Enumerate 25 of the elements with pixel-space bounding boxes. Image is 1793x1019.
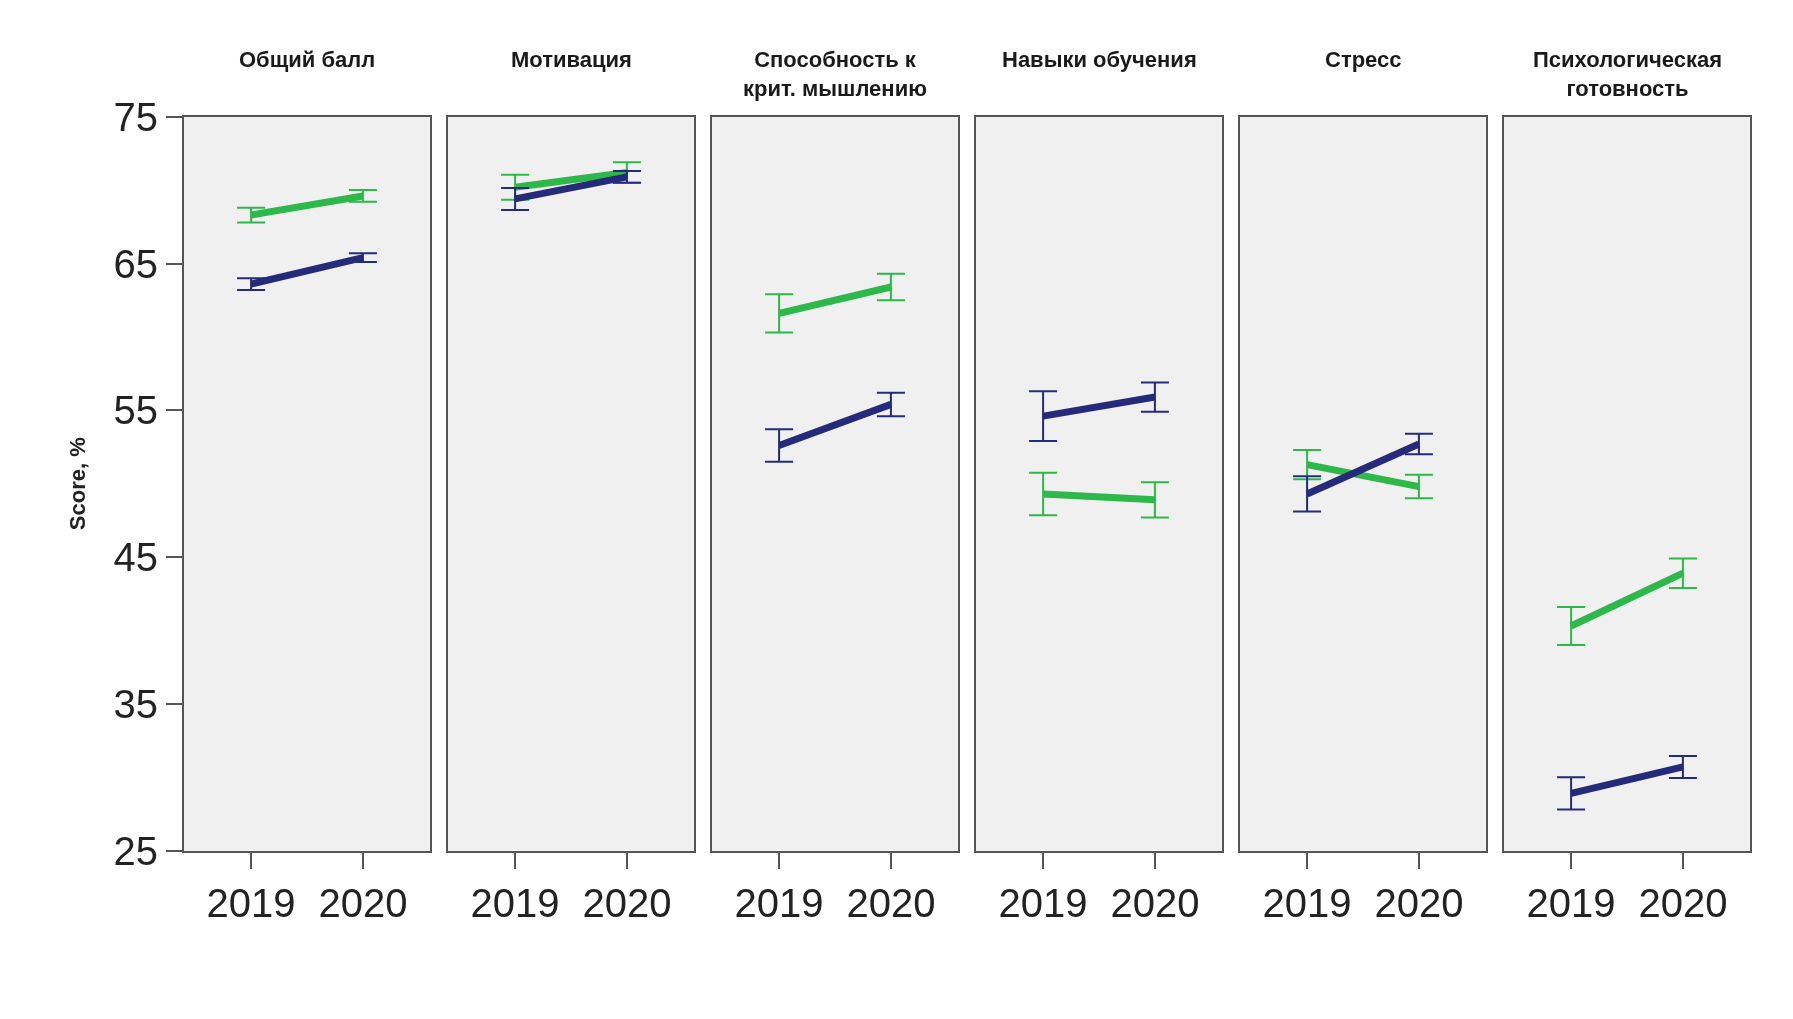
chart-title: Психологическая готовность: [1533, 47, 1722, 101]
x-tick-label: 2020: [582, 880, 672, 925]
chart-title: Стресс: [1325, 47, 1402, 72]
chart-title: Способность к крит. мышлению: [743, 47, 927, 101]
y-tick-label: 75: [113, 94, 158, 139]
y-tick-label: 35: [113, 681, 158, 726]
x-tick-label: 2019: [734, 880, 824, 925]
chart-title: Общий балл: [239, 47, 376, 72]
x-tick-label: 2019: [998, 880, 1088, 925]
y-tick-label: 45: [113, 535, 158, 580]
x-tick-label: 2020: [846, 880, 936, 925]
x-tick-label: 2019: [206, 880, 296, 925]
y-tick-label: 25: [113, 828, 158, 873]
y-tick-label: 65: [113, 241, 158, 286]
x-tick-label: 2020: [1638, 880, 1728, 925]
y-tick-label: 55: [113, 388, 158, 433]
x-tick-label: 2020: [318, 880, 408, 925]
y-axis-title: Score, %: [64, 437, 90, 531]
chart-title: Навыки обучения: [1002, 47, 1197, 72]
chart-title: Мотивация: [511, 47, 632, 72]
x-tick-label: 2019: [1262, 880, 1352, 925]
x-tick-label: 2019: [470, 880, 560, 925]
x-tick-label: 2019: [1526, 880, 1616, 925]
x-tick-label: 2020: [1110, 880, 1200, 925]
x-tick-label: 2020: [1374, 880, 1464, 925]
